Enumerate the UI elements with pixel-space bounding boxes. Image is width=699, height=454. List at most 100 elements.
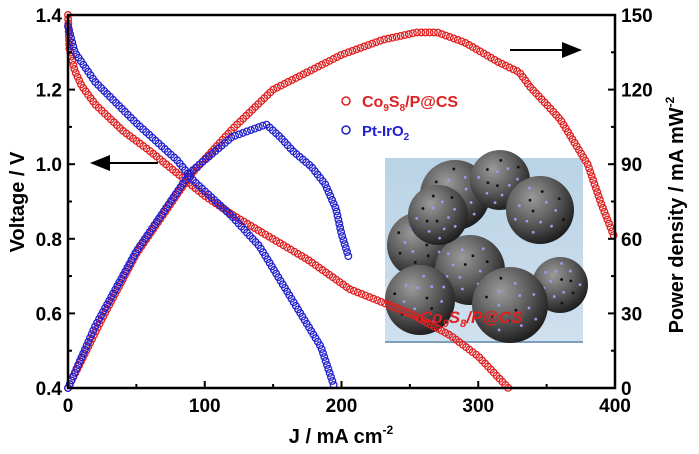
data-point-power-3 bbox=[242, 127, 251, 136]
sphere-pore-dot bbox=[516, 177, 519, 181]
y-tick-label: 1.2 bbox=[36, 81, 62, 102]
data-point-power-3 bbox=[337, 228, 346, 236]
data-point-power-3 bbox=[258, 121, 267, 130]
data-point-power-1 bbox=[509, 65, 518, 74]
data-point-voltage-0 bbox=[361, 291, 370, 300]
sphere-pore-dot bbox=[440, 200, 444, 204]
data-point-power-1 bbox=[303, 68, 312, 77]
y-tick-label: 0.4 bbox=[36, 379, 63, 400]
data-point-voltage-2 bbox=[327, 372, 335, 381]
data-point-power-1 bbox=[396, 31, 405, 40]
data-point-power-3 bbox=[336, 223, 345, 232]
data-point-power-1 bbox=[325, 56, 334, 65]
data-point-power-1 bbox=[404, 30, 413, 39]
data-point-voltage-0 bbox=[388, 302, 397, 311]
sphere-pore-dot bbox=[497, 289, 501, 293]
legend-label-pt-iro2: Pt-IrO2 bbox=[362, 123, 410, 143]
data-point-power-1 bbox=[441, 31, 450, 40]
sphere-pore-dot bbox=[450, 196, 454, 199]
data-point-power-3 bbox=[235, 130, 243, 139]
sphere-pore-dot bbox=[486, 181, 490, 185]
inset-label: Co9S8/P@CS bbox=[420, 308, 523, 330]
sphere-pore-dot bbox=[528, 198, 532, 202]
data-point-voltage-2 bbox=[320, 353, 329, 361]
sphere-pore-dot bbox=[451, 263, 455, 267]
data-point-power-3 bbox=[322, 184, 331, 193]
sphere-pore-dot bbox=[416, 286, 419, 290]
data-point-voltage-2 bbox=[324, 365, 333, 373]
sphere-pore-dot bbox=[472, 212, 476, 216]
legend-marker-pt-iro2 bbox=[341, 125, 351, 135]
x-tick-label: 300 bbox=[462, 396, 494, 417]
sphere-pore-dot bbox=[552, 295, 556, 298]
data-point-power-1 bbox=[600, 207, 609, 216]
sphere-pore-dot bbox=[442, 285, 446, 289]
data-point-voltage-0 bbox=[384, 301, 393, 309]
sphere-pore-dot bbox=[497, 303, 501, 307]
data-point-power-3 bbox=[324, 188, 333, 197]
data-point-voltage-2 bbox=[321, 357, 330, 365]
sphere-pore-dot bbox=[518, 294, 522, 297]
data-point-power-1 bbox=[417, 28, 426, 37]
sphere-pore-dot bbox=[427, 229, 431, 233]
data-point-power-1 bbox=[380, 35, 389, 44]
sphere-pore-dot bbox=[485, 295, 488, 299]
data-point-power-1 bbox=[590, 180, 599, 189]
sphere-pore-dot bbox=[463, 263, 467, 266]
data-point-voltage-0 bbox=[377, 297, 386, 306]
data-point-power-1 bbox=[598, 203, 607, 212]
y-tick-label: 1.0 bbox=[36, 155, 62, 176]
data-point-voltage-0 bbox=[365, 293, 374, 302]
data-point-power-1 bbox=[445, 33, 454, 41]
data-point-power-3 bbox=[70, 368, 79, 377]
sphere-pore-dot bbox=[507, 183, 511, 187]
legend-marker-co9s8 bbox=[341, 96, 351, 106]
data-point-power-1 bbox=[306, 66, 315, 75]
sphere-pore-dot bbox=[495, 170, 499, 174]
data-point-voltage-0 bbox=[349, 286, 358, 295]
data-point-voltage-2 bbox=[325, 369, 334, 377]
data-point-power-3 bbox=[340, 240, 349, 249]
sphere-pore-dot bbox=[562, 218, 565, 221]
sphere-pore-dot bbox=[485, 260, 489, 264]
data-point-power-1 bbox=[388, 33, 397, 42]
sphere-pore-dot bbox=[562, 290, 565, 294]
data-point-power-3 bbox=[334, 215, 343, 224]
data-point-power-3 bbox=[72, 364, 81, 373]
y-axis-label: Voltage / V bbox=[7, 151, 29, 252]
data-point-power-1 bbox=[597, 199, 606, 208]
data-point-power-1 bbox=[344, 48, 353, 57]
data-point-power-1 bbox=[336, 51, 345, 60]
data-point-power-1 bbox=[284, 77, 293, 86]
sphere-pore-dot bbox=[425, 243, 429, 247]
data-point-voltage-0 bbox=[381, 299, 389, 308]
data-point-power-1 bbox=[587, 172, 596, 181]
sphere-pore-dot bbox=[402, 300, 406, 304]
data-point-power-3 bbox=[82, 341, 91, 350]
sphere-pore-dot bbox=[499, 159, 503, 162]
sphere-pore-dot bbox=[497, 328, 501, 332]
data-point-power-3 bbox=[254, 123, 263, 132]
data-point-power-1 bbox=[453, 35, 462, 44]
sphere-pore-dot bbox=[447, 178, 451, 182]
sphere-pore-dot bbox=[426, 254, 430, 258]
data-point-power-1 bbox=[273, 83, 282, 92]
data-point-power-1 bbox=[372, 38, 381, 47]
data-point-power-3 bbox=[239, 128, 247, 137]
data-point-power-1 bbox=[585, 164, 593, 173]
sphere-pore-dot bbox=[481, 247, 485, 251]
sphere-pore-dot bbox=[506, 167, 510, 170]
sphere-pore-dot bbox=[550, 224, 553, 228]
sphere-pore-dot bbox=[434, 180, 438, 184]
data-point-power-1 bbox=[384, 34, 393, 43]
data-point-power-1 bbox=[593, 188, 602, 196]
data-point-power-3 bbox=[77, 353, 86, 362]
data-point-power-1 bbox=[457, 37, 466, 46]
sphere-pore-dot bbox=[539, 220, 543, 224]
sphere-pore-dot bbox=[549, 279, 553, 283]
sphere-pore-dot bbox=[528, 186, 531, 190]
sphere-pore-dot bbox=[393, 292, 397, 296]
sphere-pore-dot bbox=[440, 300, 444, 303]
data-point-power-1 bbox=[318, 60, 326, 69]
